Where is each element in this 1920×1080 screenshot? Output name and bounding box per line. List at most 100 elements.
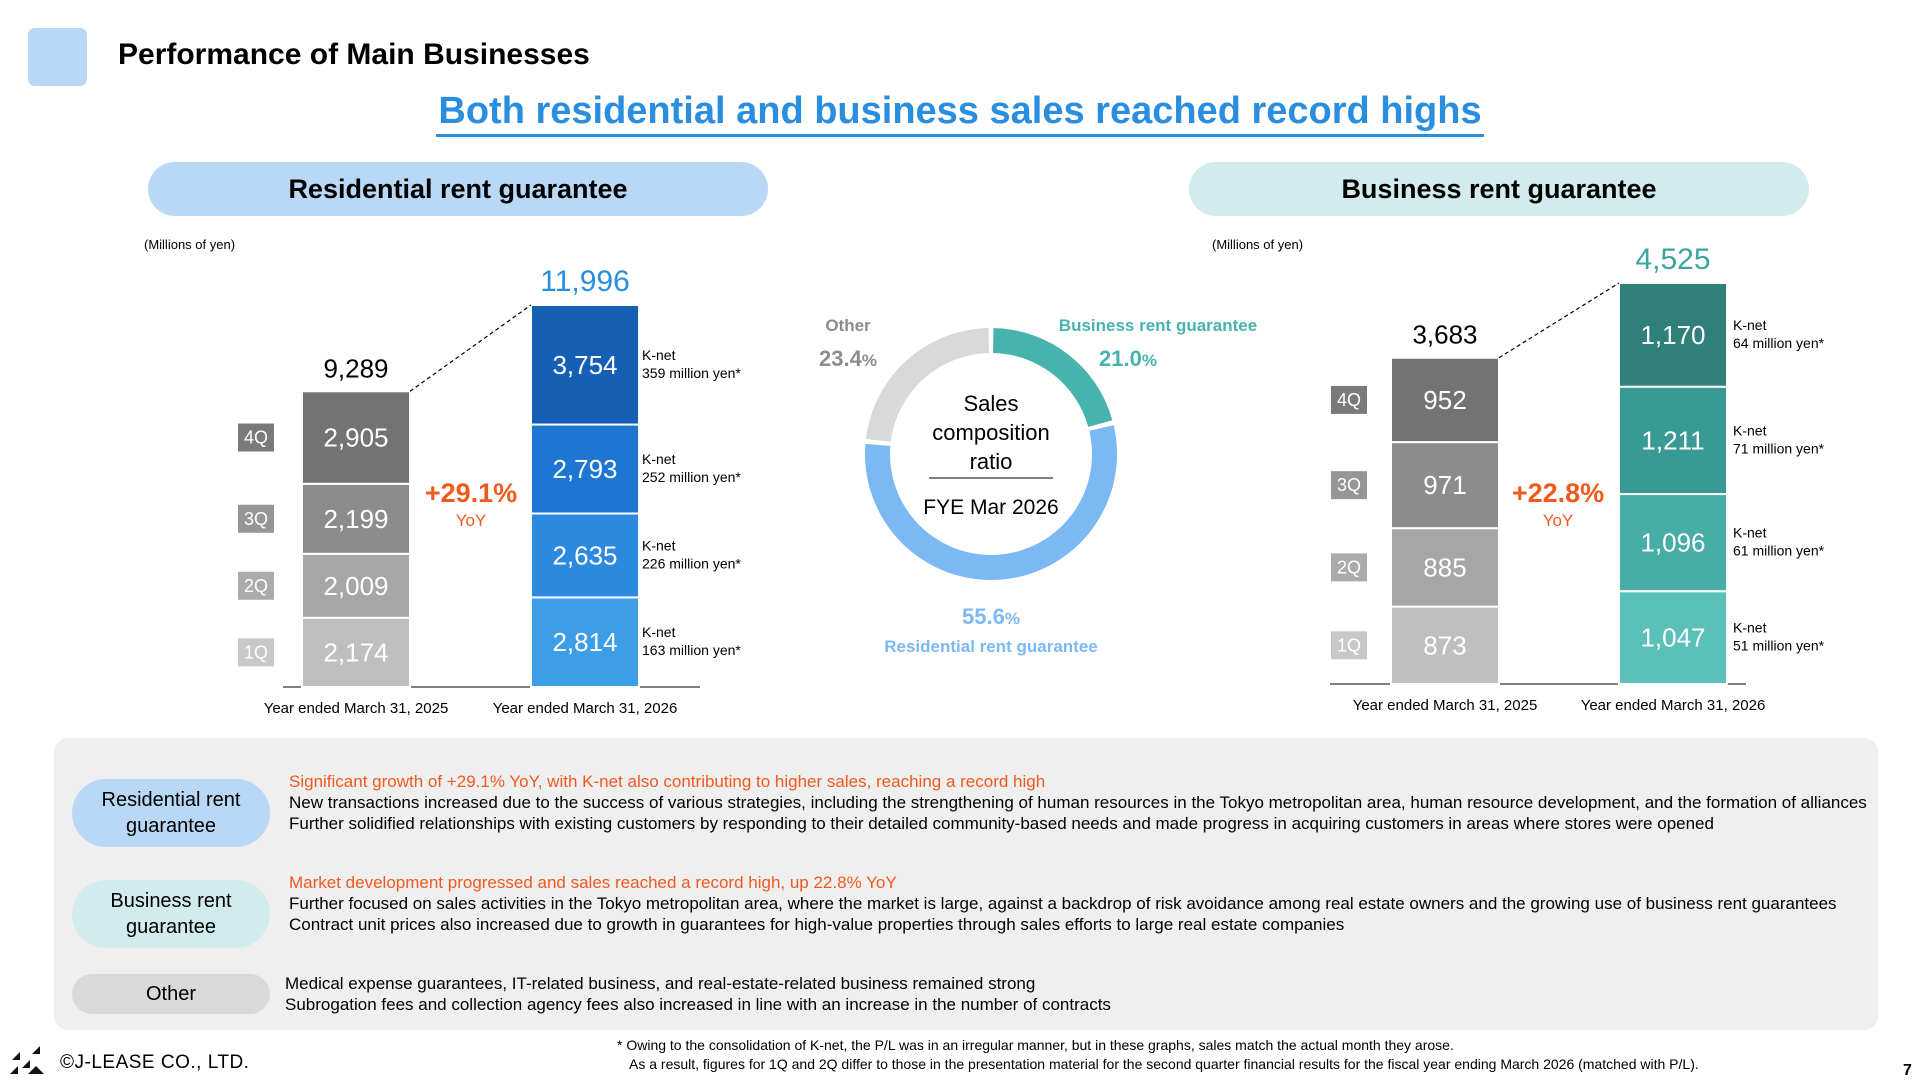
charts-canvas: 2,174 1Q 2,009 2Q 2,199 3Q 2,905 4Q 9,289 Year en… xyxy=(238,243,1825,717)
business-bar-curr-1Q xyxy=(1618,590,1728,685)
business-quarter-badge-label: 1Q xyxy=(1337,635,1361,655)
business-bar-curr-4Q xyxy=(1618,282,1728,388)
residential-quarter-badge xyxy=(238,504,274,533)
footnote-line-1: * Owing to the consolidation of K-net, t… xyxy=(617,1037,1454,1053)
business-unit-label: (Millions of yen) xyxy=(1212,237,1304,252)
residential-total-label: 9,289 xyxy=(323,353,388,383)
segment-label-residential-text: Residential rent guarantee xyxy=(101,789,241,837)
business-quarter-badge-label: 2Q xyxy=(1337,557,1361,577)
business-section-title: Business rent guarantee xyxy=(1189,162,1809,216)
residential-bar-label: 2,009 xyxy=(323,571,388,601)
other-line-2: Subrogation fees and collection agency f… xyxy=(285,995,1111,1014)
residential-bar-label: 2,635 xyxy=(552,540,617,570)
business-bar-label: 1,047 xyxy=(1640,623,1705,653)
residential-quarter-badge xyxy=(238,638,274,667)
business-bar-label: 971 xyxy=(1423,470,1466,500)
business-total-label: 4,525 xyxy=(1635,243,1710,276)
residential-growth-sub: YoY xyxy=(456,511,487,530)
residential-knet-amount: 226 million yen* xyxy=(642,555,741,571)
business-growth-connector xyxy=(1498,282,1620,359)
business-knet-amount: 61 million yen* xyxy=(1733,543,1825,559)
business-line-2: Contract unit prices also increased due … xyxy=(289,915,1345,934)
business-bar-label: 873 xyxy=(1423,630,1466,660)
residential-bar-prev-4Q xyxy=(301,390,411,485)
donut-center-label: composition xyxy=(932,420,1049,445)
donut-slice-percent-sign: % xyxy=(862,351,877,370)
donut-center-label: Sales xyxy=(963,391,1018,416)
business-category-label: Year ended March 31, 2025 xyxy=(1353,697,1538,714)
company-logo-icon xyxy=(10,1046,44,1074)
explanation-panel xyxy=(54,738,1878,1030)
donut-slice-value: 21.0% xyxy=(1099,346,1157,371)
residential-unit-label: (Millions of yen) xyxy=(144,237,236,252)
business-growth-rate: +22.8% xyxy=(1512,478,1604,508)
other-explanation: Medical expense guarantees, IT-related b… xyxy=(285,973,1865,1015)
donut-slice-percent: 55.6 xyxy=(962,604,1005,629)
donut-slice-other xyxy=(865,328,989,442)
donut-slice-name: Business rent guarantee xyxy=(1059,316,1257,335)
residential-quarter-badge-label: 1Q xyxy=(244,642,268,662)
residential-category-label: Year ended March 31, 2025 xyxy=(264,700,449,717)
residential-bar-label: 2,199 xyxy=(323,504,388,534)
business-highlight: Market development progressed and sales … xyxy=(289,873,897,892)
residential-explanation: Significant growth of +29.1% YoY, with K… xyxy=(289,771,1869,834)
page-number: 7 xyxy=(1903,1062,1912,1079)
donut-slice-value: 55.6% xyxy=(962,604,1020,629)
residential-bar-curr-4Q xyxy=(530,304,640,426)
donut-center-sub: FYE Mar 2026 xyxy=(923,496,1058,519)
business-knet-amount: 51 million yen* xyxy=(1733,638,1825,654)
business-explanation: Market development progressed and sales … xyxy=(289,872,1869,935)
residential-quarter-badge-label: 3Q xyxy=(244,509,268,529)
business-bar-curr-3Q xyxy=(1618,385,1728,496)
residential-line-1: New transactions increased due to the su… xyxy=(289,793,1867,812)
footnote-line-2: As a result, figures for 1Q and 2Q diffe… xyxy=(629,1056,1699,1072)
residential-quarter-badge xyxy=(238,571,274,600)
residential-line-2: Further solidified relationships with ex… xyxy=(289,814,1714,833)
business-knet-label: K-net xyxy=(1733,422,1767,438)
business-bar-prev-3Q xyxy=(1390,441,1500,530)
residential-section-title: Residential rent guarantee xyxy=(148,162,768,216)
headline: Both residential and business sales reac… xyxy=(0,90,1920,137)
business-bar-label: 885 xyxy=(1423,552,1466,582)
business-quarter-badge xyxy=(1331,553,1367,582)
donut-slice-percent-sign: % xyxy=(1005,609,1020,628)
business-category-label: Year ended March 31, 2026 xyxy=(1581,697,1766,714)
residential-category-label: Year ended March 31, 2026 xyxy=(493,700,678,717)
header-accent-square xyxy=(28,28,87,86)
copyright: ©J-LEASE CO., LTD. xyxy=(60,1052,250,1073)
residential-total-label: 11,996 xyxy=(540,265,630,298)
business-knet-label: K-net xyxy=(1733,620,1767,636)
segment-label-residential: Residential rent guarantee xyxy=(72,779,270,847)
business-knet-label: K-net xyxy=(1733,317,1767,333)
residential-knet-label: K-net xyxy=(642,347,676,363)
segment-label-business: Business rent guarantee xyxy=(72,880,270,948)
business-knet-label: K-net xyxy=(1733,525,1767,541)
residential-knet-amount: 252 million yen* xyxy=(642,469,741,485)
business-quarter-badge xyxy=(1331,471,1367,500)
donut-slice-name: Residential rent guarantee xyxy=(884,637,1098,656)
residential-bar-label: 3,754 xyxy=(552,350,617,380)
headline-text: Both residential and business sales reac… xyxy=(436,90,1484,137)
business-line-1: Further focused on sales activities in t… xyxy=(289,894,1837,913)
donut-slice-percent-sign: % xyxy=(1142,351,1157,370)
donut-slice-percent: 23.4 xyxy=(819,346,863,371)
residential-knet-label: K-net xyxy=(642,624,676,640)
residential-quarter-badge-label: 2Q xyxy=(244,576,268,596)
residential-bar-curr-3Q xyxy=(530,423,640,515)
residential-knet-amount: 163 million yen* xyxy=(642,642,741,658)
business-bar-label: 1,096 xyxy=(1640,528,1705,558)
business-quarter-badge xyxy=(1331,631,1367,660)
business-quarter-badge-label: 3Q xyxy=(1337,475,1361,495)
business-bar-curr-2Q xyxy=(1618,493,1728,593)
slide-title: Performance of Main Businesses xyxy=(118,38,590,71)
residential-bar-label: 2,174 xyxy=(323,637,388,667)
residential-bar-prev-3Q xyxy=(301,482,411,555)
residential-bar-label: 2,793 xyxy=(552,454,617,484)
residential-knet-amount: 359 million yen* xyxy=(642,365,741,381)
business-bar-prev-4Q xyxy=(1390,356,1500,444)
residential-bar-curr-1Q xyxy=(530,596,640,688)
donut-slice-name: Other xyxy=(825,316,871,335)
business-bar-label: 1,211 xyxy=(1641,425,1704,455)
business-knet-amount: 64 million yen* xyxy=(1733,335,1825,351)
residential-growth-connector xyxy=(409,304,532,392)
